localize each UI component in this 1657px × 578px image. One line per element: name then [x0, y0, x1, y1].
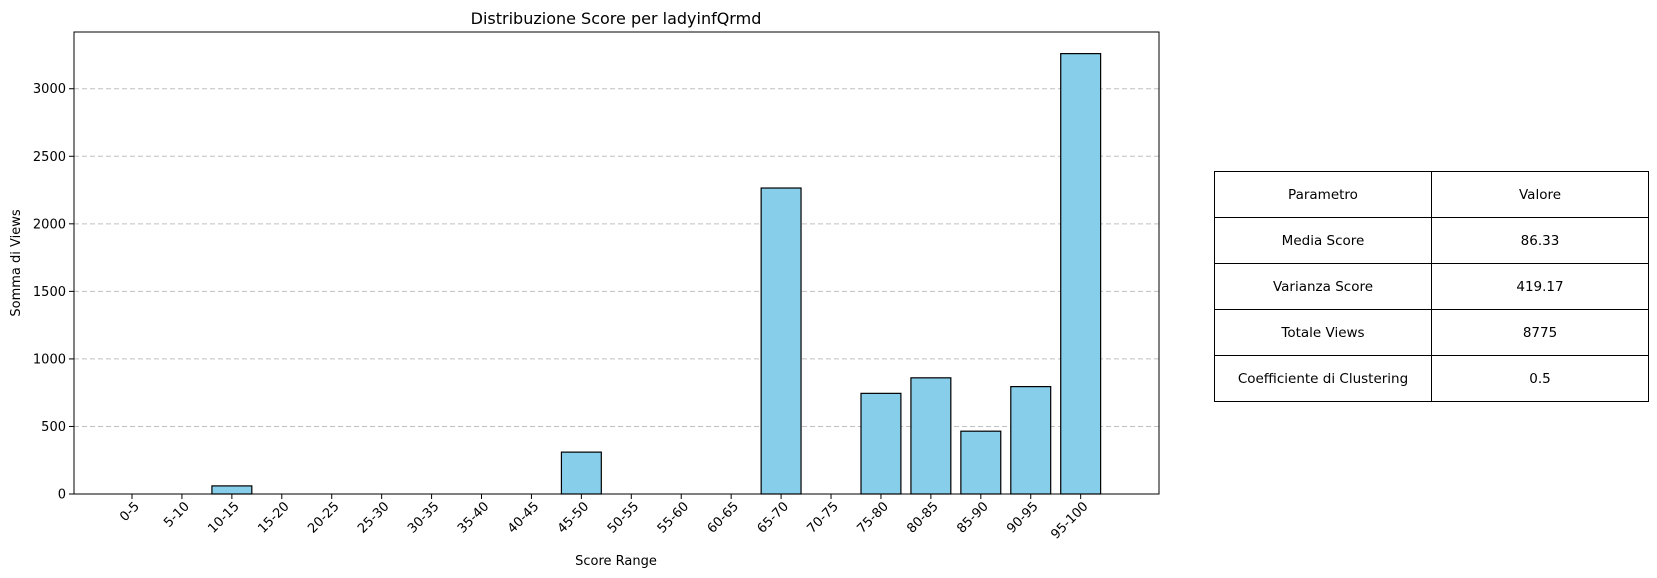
bar-95-100 [1060, 53, 1102, 495]
x-tick-label: 65-70 [755, 499, 792, 536]
table-cell-param: Media Score [1214, 217, 1432, 264]
table-cell-param: Varianza Score [1214, 263, 1432, 310]
x-tick-label: 50-55 [605, 499, 642, 536]
bar-chart: 0 500 1000 1500 2000 2500 3000 0-5 5-10 10-15 15-… [9, 9, 1160, 569]
plot-frame [73, 31, 1160, 495]
y-axis: 0 500 1000 1500 2000 2500 3000 [33, 82, 74, 503]
x-tick-label: 5-10 [161, 499, 192, 530]
y-tick-label: 0 [58, 488, 66, 503]
x-tick-label: 75-80 [854, 499, 891, 536]
x-tick-label: 70-75 [805, 499, 842, 536]
table-header-value: Valore [1431, 171, 1649, 218]
table-cell-param: Totale Views [1214, 309, 1432, 356]
table-header-param: Parametro [1214, 171, 1432, 218]
table-row: Coefficiente di Clustering 0.5 [1214, 355, 1649, 402]
bar-65-70 [760, 187, 802, 495]
x-tick-label: 45-50 [555, 499, 592, 536]
bar-75-80 [860, 392, 902, 495]
x-tick-label: 55-60 [655, 499, 692, 536]
table-cell-value: 0.5 [1431, 355, 1649, 402]
x-tick-label: 80-85 [904, 499, 941, 536]
bar-85-90 [960, 430, 1002, 495]
y-tick-label: 2500 [33, 150, 66, 165]
grid-lines [74, 88, 1159, 427]
y-tick-label: 500 [41, 420, 66, 435]
bar-10-15 [211, 485, 253, 495]
bar-80-85 [910, 377, 952, 495]
x-tick-label: 30-35 [405, 499, 442, 536]
stats-table: Parametro Valore Media Score 86.33 Varia… [1214, 171, 1649, 402]
x-tick-label: 60-65 [705, 499, 742, 536]
y-axis-label: Somma di Views [9, 209, 24, 316]
x-tick-label: 10-15 [205, 499, 242, 536]
x-tick-label: 40-45 [505, 499, 542, 536]
x-tick-label: 15-20 [255, 499, 292, 536]
bar-90-95 [1010, 386, 1052, 495]
x-tick-label: 35-40 [455, 499, 492, 536]
x-tick-label: 90-95 [1004, 499, 1041, 536]
x-tick-label: 0-5 [117, 499, 143, 525]
x-tick-label: 25-30 [355, 499, 392, 536]
y-tick-label: 1500 [33, 285, 66, 300]
x-tick-label: 20-25 [305, 499, 342, 536]
table-header-row: Parametro Valore [1214, 171, 1649, 218]
y-tick-label: 2000 [33, 217, 66, 232]
table-row: Media Score 86.33 [1214, 217, 1649, 264]
table-cell-value: 8775 [1431, 309, 1649, 356]
table-row: Varianza Score 419.17 [1214, 263, 1649, 310]
x-tick-label: 85-90 [954, 499, 991, 536]
x-axis: 0-5 5-10 10-15 15-20 20-25 25-30 30-35 35-40 40-… [117, 494, 1091, 542]
table-cell-param: Coefficiente di Clustering [1214, 355, 1432, 402]
table-cell-value: 86.33 [1431, 217, 1649, 264]
bars [211, 53, 1102, 495]
x-tick-label: 95-100 [1048, 499, 1091, 542]
chart-title: Distribuzione Score per ladyinfQrmd [471, 9, 762, 28]
table-cell-value: 419.17 [1431, 263, 1649, 310]
y-tick-label: 1000 [33, 352, 66, 367]
x-axis-label: Score Range [575, 554, 657, 569]
table-row: Totale Views 8775 [1214, 309, 1649, 356]
y-tick-label: 3000 [33, 82, 66, 97]
bar-45-50 [560, 451, 602, 495]
